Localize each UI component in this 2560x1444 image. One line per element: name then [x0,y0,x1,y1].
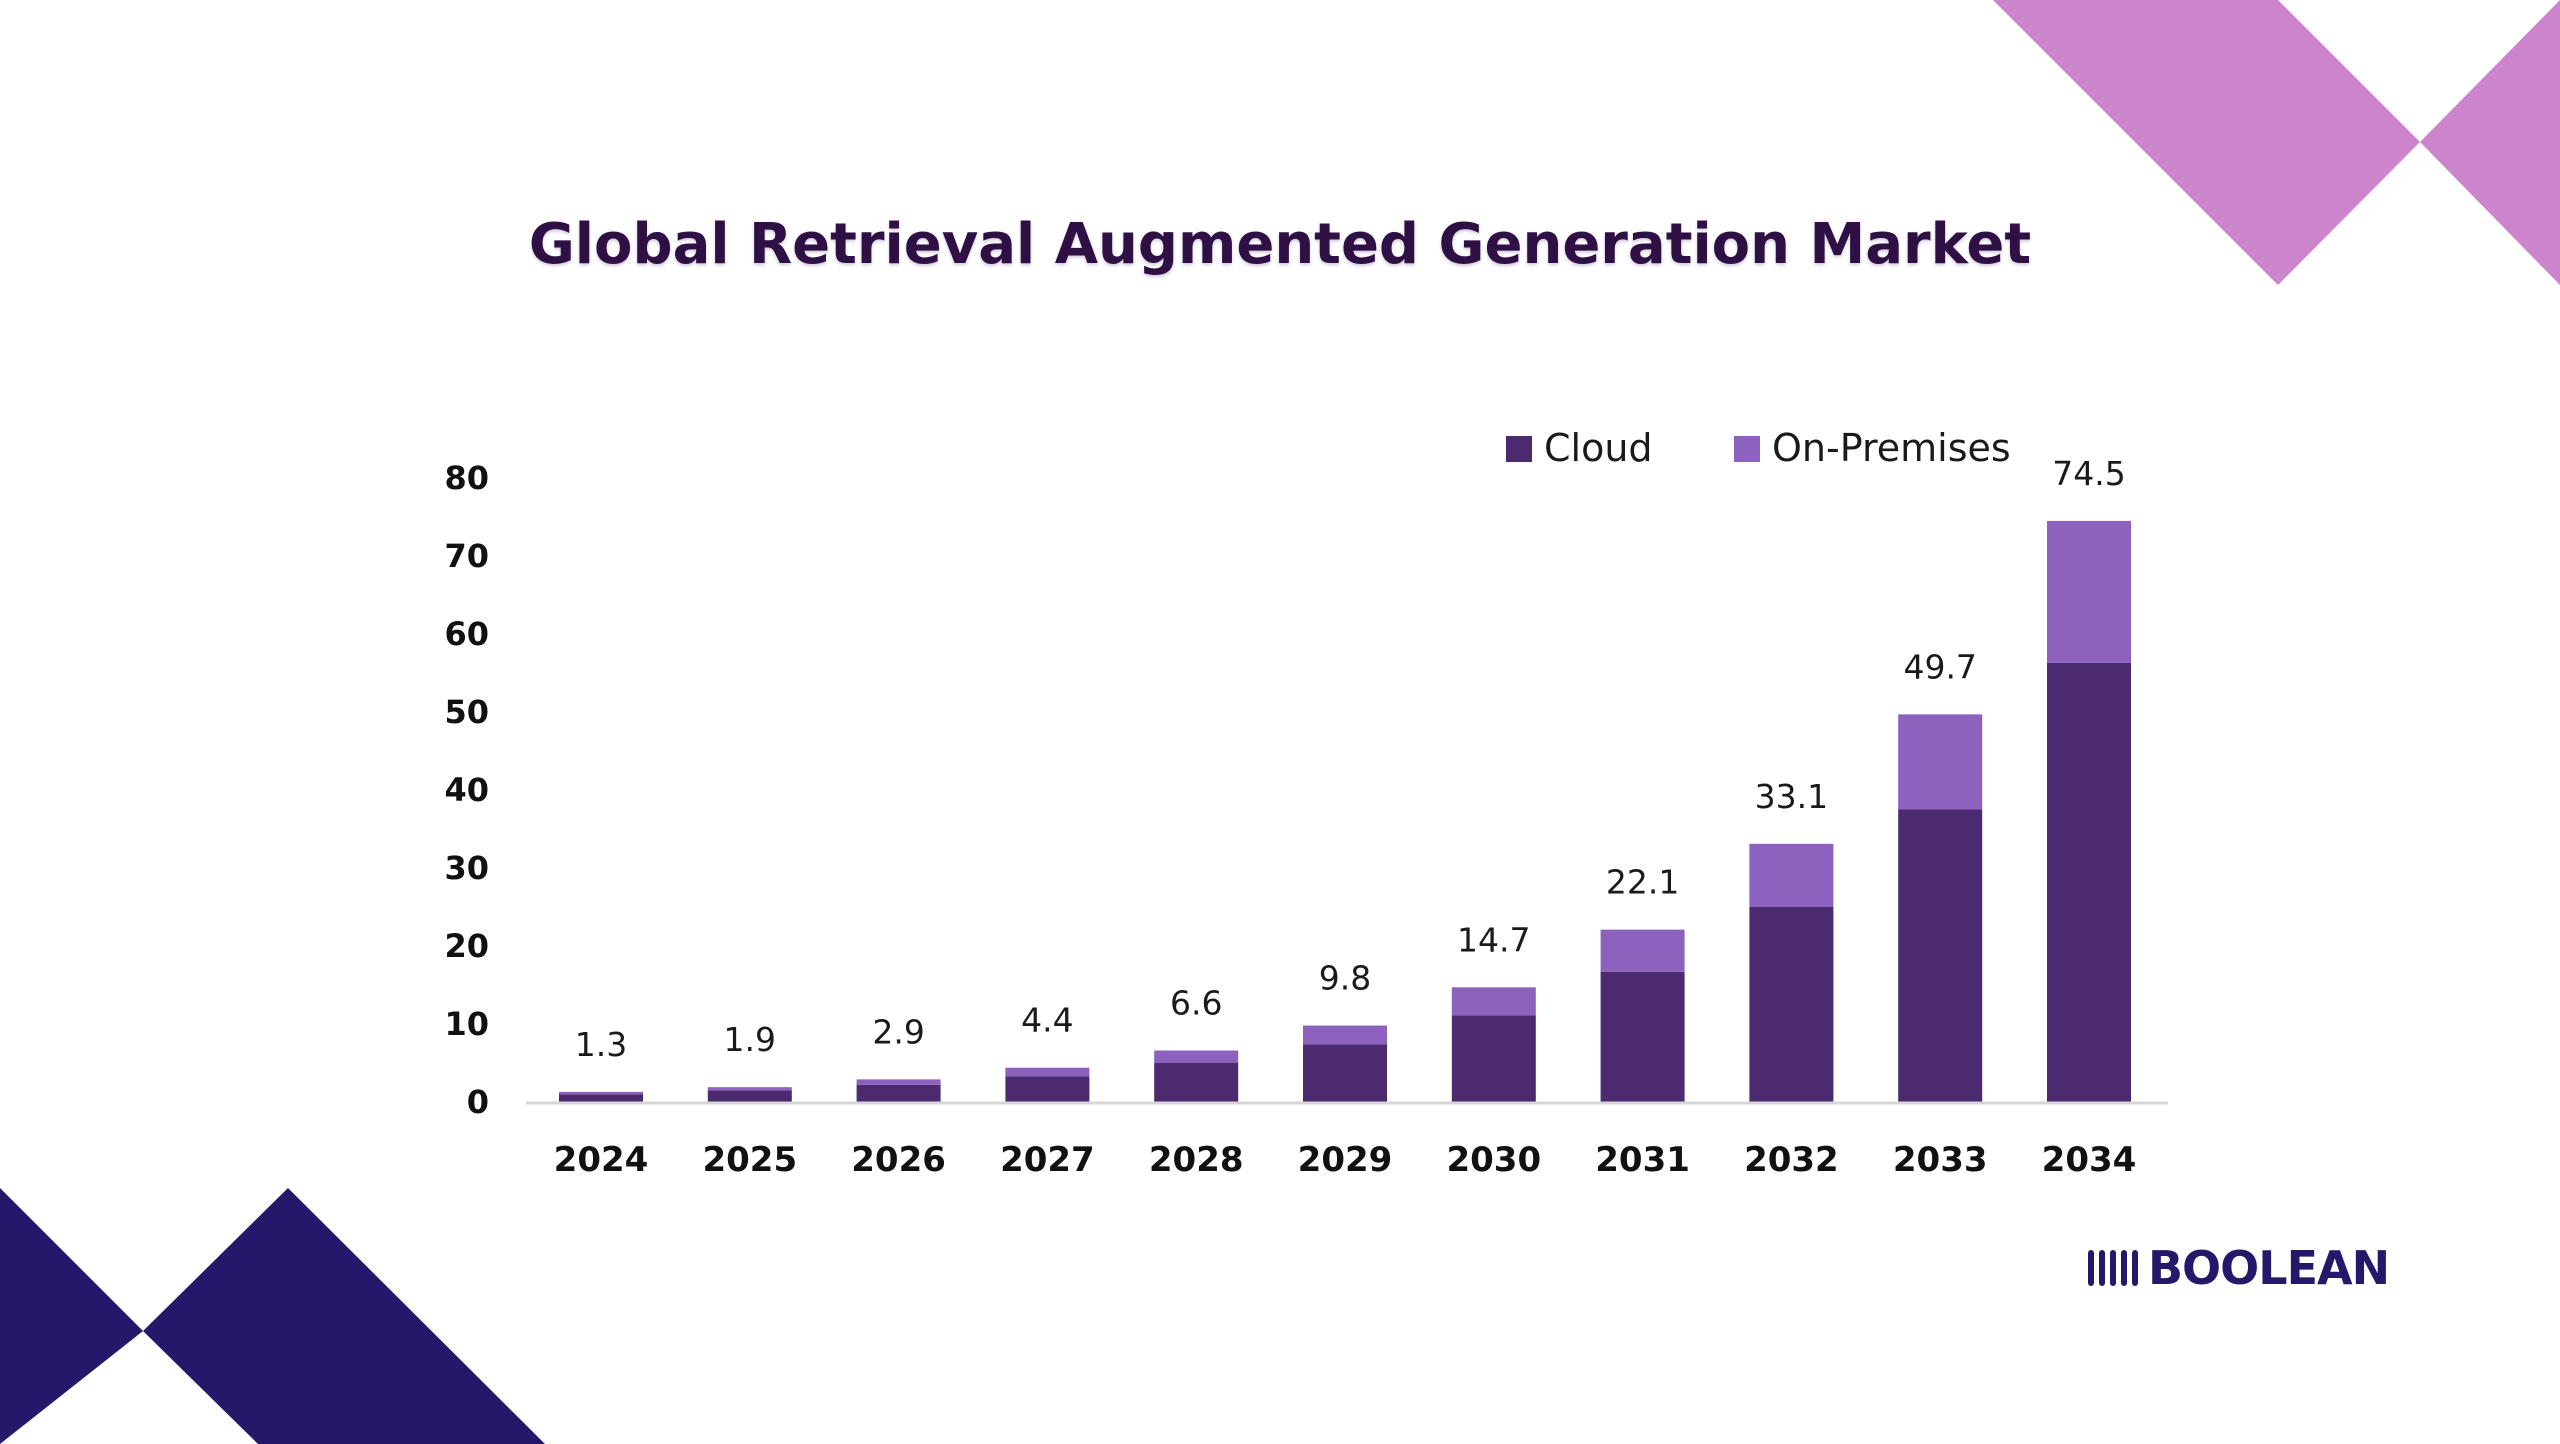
bar-on-premises-2034 [2047,520,2131,663]
x-tick-label-2030: 2030 [1446,1140,1541,1180]
bar-on-premises-2024 [559,1091,643,1095]
x-tick-label-2032: 2032 [1744,1140,1839,1180]
bar-on-premises-2029 [1303,1025,1387,1045]
bar-cloud-2034 [2047,662,2131,1102]
y-tick-label: 30 [444,849,489,887]
x-tick-label-2026: 2026 [851,1140,946,1180]
data-label-2032: 33.1 [1755,777,1828,816]
y-tick-label: 60 [444,615,489,653]
y-tick-label: 0 [467,1083,489,1121]
y-tick-label: 80 [444,459,489,497]
bar-on-premises-2028 [1154,1050,1239,1063]
data-label-2028: 6.6 [1170,984,1222,1023]
bar-cloud-2025 [707,1090,792,1102]
chart-title: Global Retrieval Augmented Generation Ma… [528,212,2032,277]
bar-on-premises-2025 [707,1087,792,1091]
data-label-2034: 74.5 [2052,454,2125,493]
data-label-2030: 14.7 [1457,920,1530,959]
bar-cloud-2032 [1749,907,1834,1102]
legend-label-cloud: Cloud [1544,426,1653,470]
bar-on-premises-2026 [856,1079,941,1085]
x-tick-label-2033: 2033 [1893,1140,1988,1180]
x-tick-label-2025: 2025 [702,1140,797,1180]
y-tick-label: 50 [444,693,489,731]
x-tick-label-2028: 2028 [1149,1140,1244,1180]
x-tick-label-2034: 2034 [2042,1140,2137,1180]
bar-on-premises-2032 [1749,843,1834,907]
brand-logo: BOOLEAN [2088,1236,2390,1300]
bar-cloud-2029 [1303,1044,1387,1102]
bar-on-premises-2030 [1451,987,1536,1016]
y-tick-label: 70 [444,537,489,575]
legend-swatch-on-premises [1734,436,1760,462]
data-label-2026: 2.9 [872,1012,924,1051]
data-label-2029: 9.8 [1319,959,1371,998]
brand-name: BOOLEAN [2148,1241,2390,1295]
bar-cloud-2030 [1451,1015,1536,1102]
x-axis: 2024 2025 2026 2027 2028 2029 2030 2031 2032 2033… [526,1101,2168,1180]
y-tick-label: 40 [444,771,489,809]
logo-bars-icon [2088,1250,2138,1286]
x-tick-label-2031: 2031 [1595,1140,1690,1180]
x-tick-label-2027: 2027 [1000,1140,1095,1180]
legend-label-on-premises: On-Premises [1772,426,2011,470]
bars: 1.3 1.9 2.9 4.4 6.6 9.8 14.7 22.1 33.1 49.7 74.5 [559,454,2131,1102]
legend-swatch-cloud [1506,436,1532,462]
y-tick-label: 20 [444,927,489,965]
bar-cloud-2031 [1600,971,1685,1102]
bar-on-premises-2027 [1005,1067,1090,1077]
x-tick-label-2024: 2024 [554,1140,649,1180]
bar-cloud-2033 [1898,809,1983,1102]
data-label-2031: 22.1 [1606,863,1679,902]
y-axis: 0 10 20 30 40 50 60 70 80 [444,459,489,1121]
bar-cloud-2028 [1154,1063,1239,1102]
bar-cloud-2026 [856,1084,941,1102]
bar-cloud-2024 [559,1094,643,1102]
bar-cloud-2027 [1005,1076,1090,1102]
bar-on-premises-2033 [1898,714,1983,810]
y-tick-label: 10 [444,1005,489,1043]
data-label-2024: 1.3 [575,1025,627,1064]
legend: Cloud On-Premises [1506,426,2011,470]
bar-on-premises-2031 [1600,929,1685,972]
x-tick-label-2029: 2029 [1298,1140,1393,1180]
data-label-2027: 4.4 [1021,1001,1073,1040]
data-label-2033: 49.7 [1903,647,1976,686]
data-label-2025: 1.9 [724,1020,776,1059]
